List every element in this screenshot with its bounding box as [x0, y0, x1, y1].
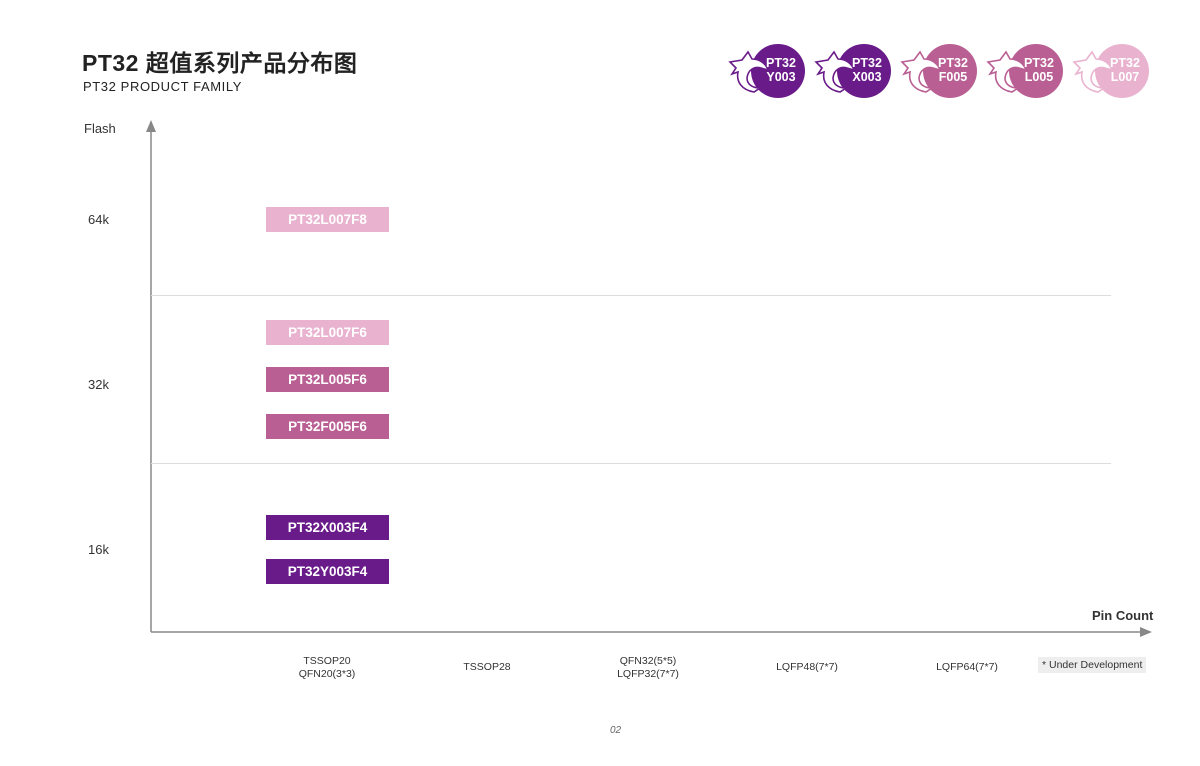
shark-icon	[900, 50, 942, 93]
x-category: LQFP48(7*7)	[776, 661, 838, 673]
logo-line1: PT32	[852, 56, 882, 70]
product-box: PT32X003F4	[266, 515, 389, 540]
x-category: TSSOP20 QFN20(3*3)	[298, 655, 356, 680]
y-axis-arrow-icon	[146, 120, 156, 132]
logo-circle	[923, 44, 977, 98]
logo-circle	[751, 44, 805, 98]
logo-line1: PT32	[766, 56, 796, 70]
y-axis-label: Flash	[84, 121, 116, 136]
y-tick-64k: 64k	[88, 212, 109, 227]
logo-f005: PT32 F005	[900, 44, 978, 100]
product-box: PT32L007F8	[266, 207, 389, 232]
logo-y003: PT32 Y003	[728, 44, 806, 100]
product-box: PT32L007F6	[266, 320, 389, 345]
gridline-32k-16k	[151, 463, 1111, 464]
shark-icon	[728, 50, 770, 93]
logo-circle	[837, 44, 891, 98]
logo-line2: L007	[1110, 70, 1140, 84]
legend-under-development: * Under Development	[1038, 657, 1147, 673]
logo-line2: X003	[852, 70, 882, 84]
shark-icon	[814, 50, 856, 93]
product-box: PT32Y003F4	[266, 559, 389, 584]
product-box: PT32F005F6	[266, 414, 389, 439]
shark-icon	[986, 50, 1028, 93]
gridline-64k-32k	[151, 295, 1111, 296]
shark-icon	[1072, 50, 1114, 93]
logo-line1: PT32	[938, 56, 968, 70]
x-axis-arrow-icon	[1140, 627, 1152, 637]
x-category: QFN32(5*5) LQFP32(7*7)	[617, 655, 679, 680]
logo-x003: PT32 X003	[814, 44, 892, 100]
logo-line2: L005	[1024, 70, 1054, 84]
x-category: TSSOP28	[463, 661, 511, 673]
x-axis-label: Pin Count	[1092, 608, 1154, 623]
logo-line1: PT32	[1110, 56, 1140, 70]
y-tick-16k: 16k	[88, 542, 109, 557]
logo-circle	[1095, 44, 1149, 98]
page-subtitle: PT32 PRODUCT FAMILY	[83, 79, 243, 94]
product-box: PT32L005F6	[266, 367, 389, 392]
logo-l005: PT32 L005	[986, 44, 1064, 100]
x-category: LQFP64(7*7)	[936, 661, 998, 673]
logo-line2: F005	[938, 70, 968, 84]
logo-line1: PT32	[1024, 56, 1054, 70]
logo-line2: Y003	[766, 70, 796, 84]
logo-circle	[1009, 44, 1063, 98]
page-title: PT32 超值系列产品分布图	[82, 50, 358, 76]
logo-l007: PT32 L007	[1072, 44, 1150, 100]
y-tick-32k: 32k	[88, 377, 109, 392]
page-number: 02	[610, 725, 622, 736]
